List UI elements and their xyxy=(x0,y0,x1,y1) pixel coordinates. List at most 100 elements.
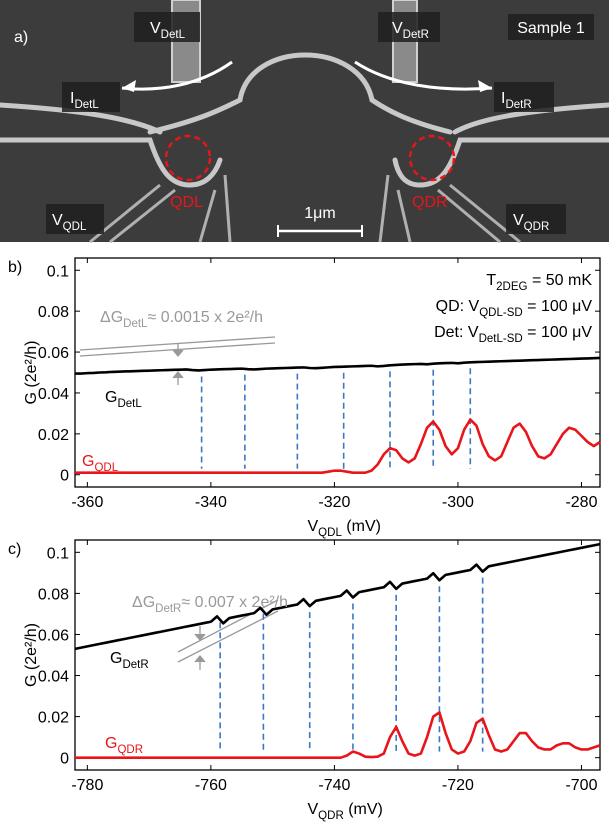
condition-label-part: DetL-SD xyxy=(479,333,523,345)
panel-label: c) xyxy=(8,541,21,558)
x-axis-label-part: V xyxy=(308,518,319,535)
y-tick-label: 0.02 xyxy=(38,710,69,727)
data-line xyxy=(74,542,601,651)
series-label: GDetL xyxy=(105,389,142,410)
sample-label: Sample 1 xyxy=(517,20,585,37)
y-tick-label: 0.04 xyxy=(38,669,69,686)
condition-label-part: T xyxy=(486,272,496,289)
gate-right-bottom xyxy=(378,174,521,244)
gate-left-top xyxy=(0,102,163,135)
y-tick-label: 0 xyxy=(60,468,69,485)
gate-label-part: V xyxy=(513,212,524,229)
x-axis-label-part: QDL xyxy=(318,527,342,539)
gate-label: IDetR xyxy=(501,90,532,111)
condition-label-part: = 100 μV xyxy=(523,324,593,341)
dot-label: QDL xyxy=(170,194,203,211)
arrow-head-left xyxy=(122,80,136,92)
panel-label: b) xyxy=(8,259,22,276)
gate-left-mid xyxy=(0,137,223,188)
delta-label-part: DetL xyxy=(123,318,148,330)
x-tick-label: -360 xyxy=(71,494,103,511)
condition-label-part: = 50 mK xyxy=(528,272,593,289)
x-axis-label: VQDR (mV) xyxy=(308,801,383,822)
data-line xyxy=(75,356,601,375)
gate-right-top xyxy=(452,102,609,135)
x-tick-label: -320 xyxy=(318,494,350,511)
series-label-part: G xyxy=(105,735,117,752)
gate-arch xyxy=(147,52,453,135)
series-label-part: QDL xyxy=(94,462,118,474)
delta-label: ΔGDetR≈ 0.007 x 2e²/h xyxy=(132,594,288,615)
label-box xyxy=(494,82,554,112)
delta-label: ΔGDetL≈ 0.0015 x 2e²/h xyxy=(100,309,263,330)
gate-label: VQDR xyxy=(513,212,549,233)
gate-label-part: I xyxy=(70,90,74,107)
y-tick-label: 0.08 xyxy=(38,304,69,321)
gate-label-part: V xyxy=(150,20,161,37)
label-box xyxy=(378,12,440,42)
gate-label-part: DetL xyxy=(74,99,99,111)
series-label: GQDL xyxy=(82,453,119,474)
gate-left-bottom xyxy=(89,174,232,244)
gate-right-mid xyxy=(392,137,609,188)
y-axis-label: G (2e²/h) xyxy=(23,340,40,404)
x-tick-label: -340 xyxy=(195,494,227,511)
series-label: GQDR xyxy=(105,735,143,756)
series-label-part: G xyxy=(110,650,122,667)
y-tick-label: 0.06 xyxy=(38,345,69,362)
gate-label: VDetL xyxy=(150,20,186,41)
series-label-part: G xyxy=(105,389,117,406)
y-tick-label: 0.06 xyxy=(38,627,69,644)
scale-bar-label: 1μm xyxy=(304,205,335,222)
x-axis-label-part: QDR xyxy=(318,810,344,822)
arrow-right xyxy=(354,60,493,91)
x-axis-label-part: (mV) xyxy=(342,518,381,535)
gate-label-part: QDL xyxy=(63,221,87,233)
label-box xyxy=(506,204,566,234)
gate-label-part: QDR xyxy=(524,221,550,233)
label-box xyxy=(508,14,594,40)
gate-label-part: DetR xyxy=(403,29,429,41)
label-box xyxy=(134,12,200,42)
gate-label-part: DetL xyxy=(161,29,186,41)
x-axis-label: VQDL (mV) xyxy=(308,518,381,539)
condition-label: QD: VQDL-SD = 100 μV xyxy=(436,298,593,319)
label-box xyxy=(62,82,120,112)
y-tick-label: 0.04 xyxy=(38,386,69,403)
x-tick-label: -700 xyxy=(565,777,597,794)
dot-circle-right xyxy=(408,134,456,182)
data-line xyxy=(75,711,601,759)
y-tick-label: 0.08 xyxy=(38,586,69,603)
condition-label-part: 2DEG xyxy=(496,281,527,293)
label-box xyxy=(46,204,104,234)
x-tick-label: -780 xyxy=(71,777,103,794)
data-line xyxy=(75,418,601,474)
condition-label-part: = 100 μV xyxy=(523,298,593,315)
delta-label-part: ≈ 0.007 x 2e²/h xyxy=(181,594,288,611)
y-axis-label: G (2e²/h) xyxy=(23,623,40,687)
x-tick-label: -760 xyxy=(195,777,227,794)
gate-label-part: V xyxy=(52,212,63,229)
gate-label: VQDL xyxy=(52,212,87,233)
series-label-part: G xyxy=(82,453,94,470)
x-tick-label: -280 xyxy=(565,494,597,511)
x-tick-label: -720 xyxy=(442,777,474,794)
y-tick-label: 0.02 xyxy=(38,427,69,444)
y-tick-label: 0 xyxy=(60,751,69,768)
delta-label-part: ≈ 0.0015 x 2e²/h xyxy=(147,309,263,326)
y-tick-label: 0.1 xyxy=(47,263,69,280)
panel-label: a) xyxy=(14,29,28,46)
gate-label-part: V xyxy=(392,20,403,37)
plot-frame xyxy=(74,539,601,771)
delta-label-part: DetR xyxy=(155,603,181,615)
dot-circle-left xyxy=(164,134,212,182)
delta-label-part: ΔG xyxy=(100,309,123,326)
series-label-part: DetL xyxy=(117,398,142,410)
condition-label: T2DEG = 50 mK xyxy=(486,272,592,293)
condition-label: Det: VDetL-SD = 100 μV xyxy=(434,324,592,345)
condition-label-part: Det: V xyxy=(434,324,479,341)
series-label-part: QDR xyxy=(117,744,143,756)
series-label: GDetR xyxy=(110,650,149,671)
sem-background xyxy=(0,0,609,242)
